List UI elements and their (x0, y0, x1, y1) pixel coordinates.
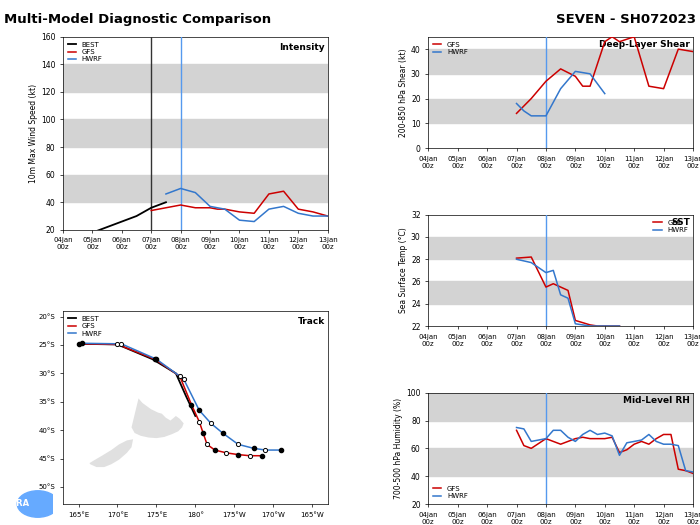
Bar (63, 65, 328, 92)
Bar (63, 120, 328, 147)
Text: Deep-Layer Shear: Deep-Layer Shear (599, 40, 690, 49)
Polygon shape (90, 439, 133, 467)
Text: SST: SST (671, 218, 690, 227)
Legend: GFS, HWRF: GFS, HWRF (432, 40, 469, 56)
Text: SEVEN - SH072023: SEVEN - SH072023 (556, 13, 696, 26)
Text: Mid-Level RH: Mid-Level RH (624, 396, 690, 405)
Bar (428, 393, 693, 421)
Y-axis label: 10m Max Wind Speed (kt): 10m Max Wind Speed (kt) (29, 83, 38, 183)
Bar (428, 237, 693, 259)
Y-axis label: 200-850 hPa Shear (kt): 200-850 hPa Shear (kt) (399, 48, 408, 136)
Bar (63, 175, 328, 202)
Text: Track: Track (298, 317, 325, 326)
Text: Intensity: Intensity (279, 43, 325, 51)
Polygon shape (132, 398, 183, 438)
Bar (428, 448, 693, 476)
Legend: GFS, HWRF: GFS, HWRF (652, 218, 690, 234)
Bar (428, 281, 693, 304)
Y-axis label: 700-500 hPa Humidity (%): 700-500 hPa Humidity (%) (394, 398, 403, 499)
Bar (428, 49, 693, 74)
Text: CIRA: CIRA (8, 499, 29, 509)
Legend: BEST, GFS, HWRF: BEST, GFS, HWRF (66, 40, 104, 64)
Circle shape (18, 491, 58, 517)
Bar (428, 99, 693, 123)
Text: Multi-Model Diagnostic Comparison: Multi-Model Diagnostic Comparison (4, 13, 271, 26)
Legend: BEST, GFS, HWRF: BEST, GFS, HWRF (66, 314, 104, 338)
Legend: GFS, HWRF: GFS, HWRF (432, 485, 469, 500)
Y-axis label: Sea Surface Temp (°C): Sea Surface Temp (°C) (399, 227, 408, 313)
